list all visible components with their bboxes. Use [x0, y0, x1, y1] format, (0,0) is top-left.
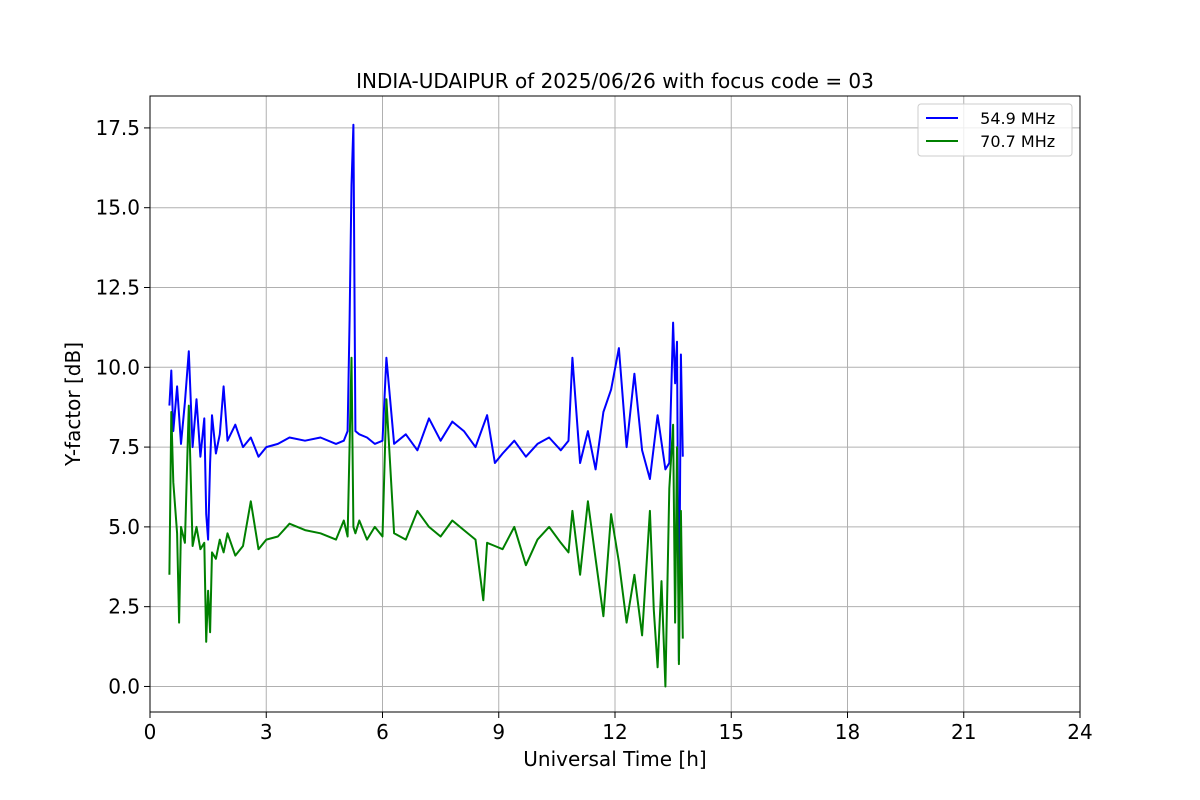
chart-title: INDIA-UDAIPUR of 2025/06/26 with focus c…	[356, 69, 874, 93]
series-group	[168, 123, 684, 688]
x-tick-label: 15	[719, 720, 744, 744]
y-tick-label: 0.0	[108, 674, 140, 698]
series-line-1	[168, 356, 684, 688]
y-axis-label: Y-factor [dB]	[61, 342, 85, 467]
y-tick-label: 2.5	[108, 595, 140, 619]
y-tick-label: 5.0	[108, 515, 140, 539]
y-tick-label: 10.0	[95, 355, 140, 379]
y-tick-label: 12.5	[95, 276, 140, 300]
y-axis-ticks: 0.0 2.5 5.0 7.5 10.0 12.5 15.0 17.5	[95, 116, 150, 698]
x-tick-label: 6	[376, 720, 389, 744]
x-tick-label: 21	[951, 720, 976, 744]
x-tick-label: 24	[1067, 720, 1092, 744]
x-tick-label: 0	[144, 720, 157, 744]
legend-label-70-7: 70.7 MHz	[970, 132, 1055, 151]
series-line-0	[168, 123, 684, 662]
y-tick-label: 15.0	[95, 196, 140, 220]
x-tick-label: 12	[602, 720, 627, 744]
x-axis-ticks: 0 3 6 9 12 15 18 21 24	[144, 712, 1093, 744]
x-tick-label: 18	[835, 720, 860, 744]
x-axis-label: Universal Time [h]	[523, 747, 706, 771]
y-tick-label: 7.5	[108, 435, 140, 459]
x-tick-label: 9	[492, 720, 505, 744]
x-tick-label: 3	[260, 720, 273, 744]
y-tick-label: 17.5	[95, 116, 140, 140]
legend: 54.9 MHz 70.7 MHz	[917, 103, 1073, 157]
legend-label-54-9: 54.9 MHz	[970, 109, 1055, 128]
